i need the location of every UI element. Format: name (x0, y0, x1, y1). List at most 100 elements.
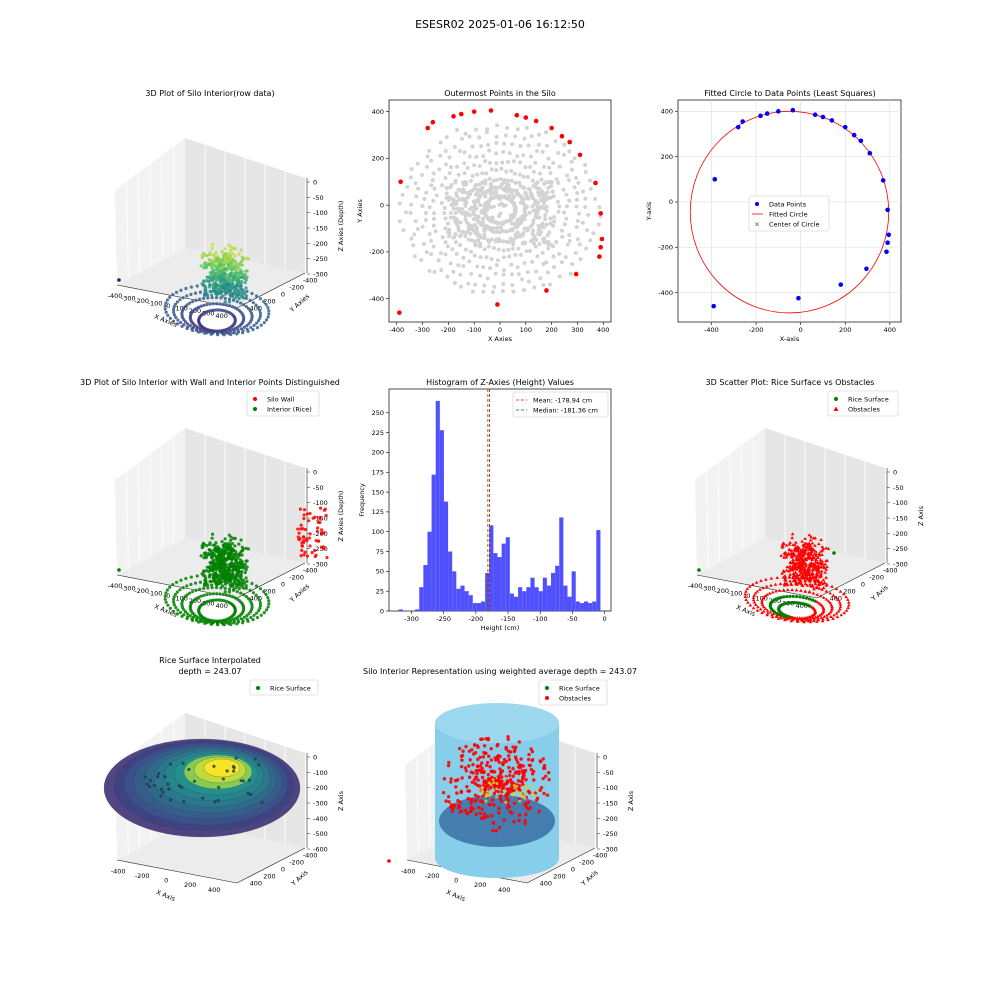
data-point (511, 774, 515, 778)
data-point (784, 555, 789, 559)
data-point (262, 321, 266, 325)
data-point (245, 559, 249, 563)
grey-point (487, 176, 492, 181)
data-point (185, 584, 189, 588)
grey-point (530, 228, 535, 233)
grey-point (443, 149, 448, 154)
p2-title: Outermost Points in the Silo (444, 89, 556, 98)
grey-point (567, 149, 572, 154)
grey-point (431, 198, 436, 203)
data-point (480, 761, 484, 765)
data-point (751, 595, 756, 599)
data-point (482, 744, 487, 748)
grey-point (504, 188, 509, 193)
data-point (175, 300, 179, 304)
grey-point (569, 159, 574, 164)
outer-point (598, 244, 603, 250)
grey-point (534, 269, 539, 274)
x-tick-label: -300 (415, 326, 430, 334)
data-point (796, 561, 801, 565)
data-point (822, 580, 827, 584)
surface-point (231, 769, 236, 773)
grey-point (468, 213, 473, 218)
data-point (531, 769, 536, 774)
data-point (320, 528, 324, 532)
data-point (511, 781, 515, 785)
grey-point (564, 204, 569, 209)
data-point (298, 537, 302, 541)
y-tick-label: 75 (376, 548, 384, 556)
data-point (804, 572, 808, 576)
data-point (248, 588, 252, 592)
data-point (760, 599, 764, 603)
data-point (227, 297, 232, 301)
data-point (821, 586, 826, 590)
surface-point (157, 771, 161, 776)
histogram-bar (575, 601, 580, 611)
legend-label: Silo Wall (267, 395, 295, 403)
data-point (255, 611, 259, 615)
y-axis-label: Y Axies (287, 582, 311, 605)
grey-point (422, 242, 427, 247)
grey-point (409, 236, 414, 241)
data-point (539, 786, 544, 790)
grey-point (531, 218, 536, 223)
grey-point (534, 208, 539, 213)
data-point (797, 556, 801, 560)
surface-point (182, 799, 186, 803)
data-point (795, 573, 799, 577)
data-point (816, 618, 821, 622)
grey-point (523, 190, 528, 195)
grey-point (438, 153, 443, 158)
surface-point (217, 785, 221, 789)
data-point (519, 757, 523, 761)
grey-point (400, 192, 405, 197)
pane-left (115, 428, 185, 575)
data-point (199, 594, 203, 598)
grey-point (501, 248, 506, 253)
data-point (827, 612, 831, 616)
data-point (258, 606, 262, 610)
data-point (175, 612, 180, 616)
histogram-bar (559, 517, 564, 611)
grey-point (510, 221, 515, 226)
data-point (498, 796, 502, 801)
data-point (300, 544, 304, 548)
data-point (480, 807, 484, 811)
data-point (218, 592, 222, 596)
histogram-bar (431, 474, 436, 611)
data-point (461, 749, 465, 753)
grey-point (405, 184, 410, 189)
data-point (774, 613, 779, 617)
data-point (325, 555, 329, 560)
data-point (816, 566, 821, 570)
y-tick-label: 400 (250, 880, 262, 888)
z-tick-label: -150 (893, 515, 908, 523)
grey-point (574, 197, 579, 202)
data-point (184, 286, 188, 291)
fitted-circle (689, 110, 890, 314)
grey-point (425, 154, 430, 159)
data-point (259, 613, 263, 617)
grey-point (509, 262, 514, 267)
x-tick-label: -200 (134, 297, 149, 305)
data-point (237, 587, 241, 591)
data-point (803, 541, 808, 545)
data-point (174, 580, 179, 584)
data-point (484, 784, 488, 788)
data-point (302, 516, 306, 521)
gridline (729, 453, 732, 557)
data-point (465, 784, 469, 789)
data-point (509, 778, 513, 782)
data-point (221, 268, 225, 272)
grey-point (453, 240, 458, 245)
grey-point (542, 236, 547, 241)
data-point (517, 740, 522, 744)
data-point (224, 548, 228, 552)
grey-point (542, 199, 547, 204)
grey-point (494, 151, 499, 156)
legend-box (512, 391, 609, 418)
grey-point (477, 233, 482, 238)
data-point (231, 331, 236, 335)
